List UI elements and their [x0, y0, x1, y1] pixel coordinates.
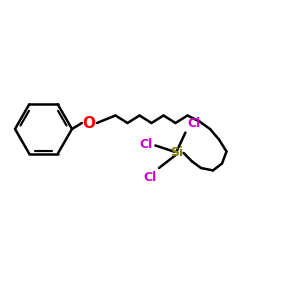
Text: Cl: Cl	[143, 171, 157, 184]
Text: Cl: Cl	[139, 137, 152, 151]
Text: Si: Si	[170, 146, 184, 160]
Text: Cl: Cl	[188, 117, 201, 130]
Text: O: O	[82, 116, 95, 130]
